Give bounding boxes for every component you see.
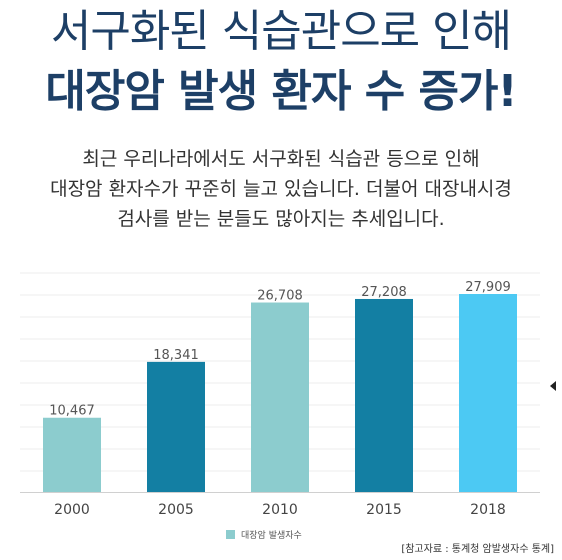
- data-label-2015: 27,208: [361, 285, 407, 300]
- legend-swatch: [226, 530, 235, 539]
- x-tick-label: 2015: [366, 502, 402, 518]
- source-note: [참고자료 : 통계청 암발생자수 통계]: [401, 544, 554, 555]
- bar-2005: [147, 361, 205, 492]
- headline-line-1: 서구화된 식습관으로 인해: [50, 6, 512, 57]
- bar-2010: [251, 302, 309, 492]
- data-label-2005: 18,341: [153, 348, 199, 363]
- description-line: 대장암 환자수가 꾸준히 늘고 있습니다. 더불어 대장내시경: [50, 178, 512, 200]
- bar-2018: [459, 294, 517, 492]
- description: 최근 우리나라에서도 서구화된 식습관 등으로 인해 대장암 환자수가 꾸준히 …: [0, 144, 562, 234]
- description-line: 최근 우리나라에서도 서구화된 식습관 등으로 인해: [82, 148, 480, 170]
- x-tick-label: 2018: [470, 502, 506, 518]
- data-label-2018: 27,909: [465, 280, 511, 295]
- x-tick-label: 2000: [54, 502, 90, 518]
- description-line: 검사를 받는 분들도 많아지는 추세입니다.: [117, 208, 445, 230]
- x-tick-label: 2010: [262, 502, 298, 518]
- legend-label: 대장암 발생자수: [241, 529, 302, 541]
- x-tick-label: 2005: [158, 502, 194, 518]
- bar-2000: [43, 417, 101, 492]
- data-label-2010: 26,708: [257, 289, 303, 304]
- data-label-2000: 10,467: [49, 404, 95, 419]
- arrow-left-icon: [550, 381, 556, 391]
- bar-2015: [355, 298, 413, 492]
- headline-line-2: 대장암 발생 환자 수 증가!: [45, 66, 517, 117]
